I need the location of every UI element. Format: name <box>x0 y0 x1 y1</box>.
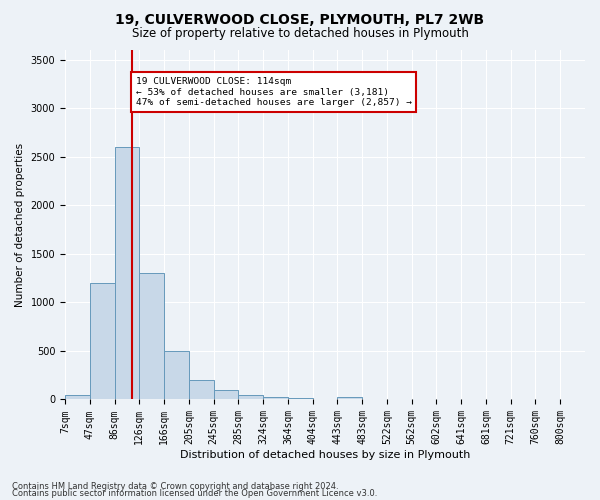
Bar <box>288 398 313 400</box>
Bar <box>115 147 139 400</box>
Bar <box>238 394 263 400</box>
Y-axis label: Number of detached properties: Number of detached properties <box>15 142 25 307</box>
Text: Contains HM Land Registry data © Crown copyright and database right 2024.: Contains HM Land Registry data © Crown c… <box>12 482 338 491</box>
Bar <box>263 396 288 400</box>
Text: 19 CULVERWOOD CLOSE: 114sqm
← 53% of detached houses are smaller (3,181)
47% of : 19 CULVERWOOD CLOSE: 114sqm ← 53% of det… <box>136 77 412 107</box>
Text: Contains public sector information licensed under the Open Government Licence v3: Contains public sector information licen… <box>12 489 377 498</box>
Bar <box>65 394 90 400</box>
Bar <box>189 380 214 400</box>
Bar <box>214 390 238 400</box>
Text: Size of property relative to detached houses in Plymouth: Size of property relative to detached ho… <box>131 28 469 40</box>
Bar <box>139 274 164 400</box>
Bar <box>90 283 115 400</box>
X-axis label: Distribution of detached houses by size in Plymouth: Distribution of detached houses by size … <box>180 450 470 460</box>
Bar <box>164 351 189 400</box>
Text: 19, CULVERWOOD CLOSE, PLYMOUTH, PL7 2WB: 19, CULVERWOOD CLOSE, PLYMOUTH, PL7 2WB <box>115 12 485 26</box>
Bar <box>337 396 362 400</box>
